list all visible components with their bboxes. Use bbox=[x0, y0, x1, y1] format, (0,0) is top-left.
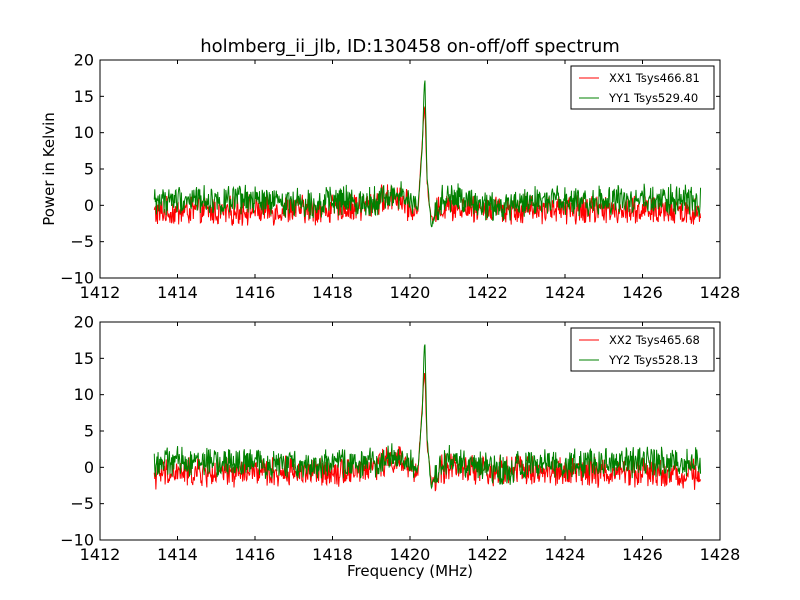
panel-1: 1412 1414 1416 1418 1420 1422 1424 1426 1428 −10 −… bbox=[60, 51, 740, 303]
x-tick-label: 1412 bbox=[80, 283, 121, 302]
y-tick-label: 20 bbox=[74, 313, 94, 332]
x-tick-label: 1414 bbox=[157, 283, 198, 302]
y-tick-label: −10 bbox=[60, 269, 94, 288]
y-tick-label: 5 bbox=[84, 422, 94, 441]
x-tick-label: 1428 bbox=[700, 283, 741, 302]
y-tick-label: −5 bbox=[70, 494, 94, 513]
y-tick-label: 10 bbox=[74, 123, 94, 142]
legend-box bbox=[570, 327, 715, 372]
y-tick-label: 10 bbox=[74, 385, 94, 404]
y-tick-label: −5 bbox=[70, 232, 94, 251]
x-tick-label: 1416 bbox=[235, 545, 276, 564]
x-tick-label: 1426 bbox=[622, 545, 663, 564]
panel-2: 1412 1414 1416 1418 1420 1422 1424 1426 1428 −10 −… bbox=[60, 313, 740, 565]
y-tick-label: 0 bbox=[84, 458, 94, 477]
figure-title: holmberg_ii_jlb, ID:130458 on-off/off sp… bbox=[200, 36, 620, 57]
x-tick-label: 1424 bbox=[545, 545, 586, 564]
legend-box bbox=[570, 65, 715, 110]
x-tick-label: 1424 bbox=[545, 283, 586, 302]
x-axis-label: Frequency (MHz) bbox=[347, 562, 473, 580]
x-tick-label: 1412 bbox=[80, 545, 121, 564]
legend: XX2 Tsys465.68 YY2 Tsys528.13 bbox=[570, 327, 715, 372]
y-tick-label: 5 bbox=[84, 160, 94, 179]
series-line-yy2 bbox=[153, 344, 702, 490]
legend-label: XX1 Tsys466.81 bbox=[609, 71, 700, 85]
x-tick-label: 1420 bbox=[390, 283, 431, 302]
legend-label: YY1 Tsys529.40 bbox=[608, 91, 698, 105]
x-tick-label: 1414 bbox=[157, 545, 198, 564]
y-tick-label: 20 bbox=[74, 51, 94, 70]
x-tick-label: 1420 bbox=[390, 545, 431, 564]
legend-label: XX2 Tsys465.68 bbox=[609, 333, 700, 347]
y-tick-label: 15 bbox=[74, 87, 94, 106]
x-tick-label: 1422 bbox=[467, 545, 508, 564]
x-tick-label: 1422 bbox=[467, 283, 508, 302]
y-tick-label: 0 bbox=[84, 196, 94, 215]
x-tick-label: 1418 bbox=[312, 283, 353, 302]
x-tick-label: 1428 bbox=[700, 545, 741, 564]
legend-label: YY2 Tsys528.13 bbox=[608, 353, 698, 367]
y-tick-label: −10 bbox=[60, 531, 94, 550]
y-tick-label: 15 bbox=[74, 349, 94, 368]
legend: XX1 Tsys466.81 YY1 Tsys529.40 bbox=[570, 65, 715, 110]
x-tick-label: 1426 bbox=[622, 283, 663, 302]
x-tick-label: 1416 bbox=[235, 283, 276, 302]
series-line-yy1 bbox=[153, 80, 702, 228]
x-tick-label: 1418 bbox=[312, 545, 353, 564]
y-axis-label: Power in Kelvin bbox=[40, 112, 58, 226]
